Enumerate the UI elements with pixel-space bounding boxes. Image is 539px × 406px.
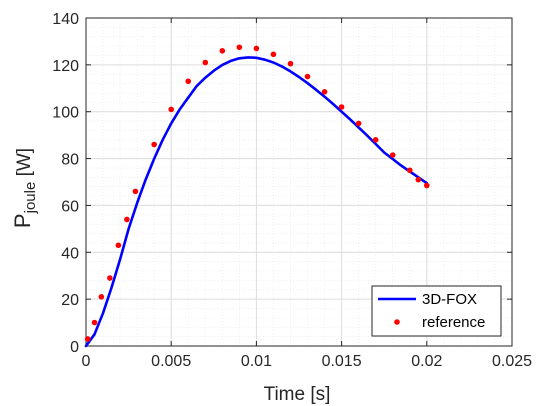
data-point-reference [115, 242, 122, 249]
x-tick-labels: 0 0.005 0.01 0.015 0.02 0.025 [82, 353, 533, 370]
y-tick-labels: 0 20 40 60 80 100 120 140 [52, 11, 79, 356]
data-point-reference [389, 152, 396, 158]
data-point-reference [287, 60, 294, 67]
y-axis-label-main: P [10, 213, 35, 228]
x-tick-label: 0 [82, 353, 91, 370]
data-point-reference [107, 275, 113, 281]
y-tick-label: 40 [61, 245, 79, 262]
data-point-reference [253, 45, 260, 52]
plot-frame [85, 17, 513, 347]
data-point-reference [424, 182, 430, 189]
legend-label-reference: reference [422, 314, 485, 331]
y-tick-label: 20 [61, 292, 79, 309]
data-point-reference [132, 188, 139, 195]
x-tick-label: 0.015 [322, 353, 362, 370]
series-layer [84, 44, 430, 348]
data-point-reference [168, 106, 174, 113]
data-point-reference [84, 336, 91, 342]
data-point-reference [202, 59, 209, 66]
data-point-reference [321, 89, 328, 95]
y-axis-label: Pjoule [W] [10, 148, 39, 228]
data-point-reference [98, 294, 105, 300]
axes [85, 17, 513, 347]
data-point-reference [124, 216, 130, 223]
y-axis-label-unit: [W] [14, 148, 35, 182]
y-axis-label-sub: joule [22, 182, 39, 215]
x-tick-label: 0.025 [492, 353, 532, 370]
y-tick-label: 100 [52, 105, 79, 122]
series-line-3d-fox [84, 56, 429, 348]
data-point-reference [270, 51, 277, 58]
legend: 3D-FOX reference [371, 285, 502, 337]
y-tick-label: 140 [52, 11, 79, 28]
legend-marker-swatch [394, 319, 400, 325]
data-point-reference [236, 44, 243, 51]
data-point-reference [151, 141, 157, 148]
data-point-reference [185, 78, 192, 85]
y-tick-label: 60 [61, 198, 79, 215]
legend-box [371, 285, 502, 337]
y-tick-label: 120 [52, 58, 79, 75]
x-tick-label: 0.01 [241, 353, 272, 370]
x-axis-label: Time [s] [264, 384, 331, 405]
data-point-reference [338, 104, 345, 110]
y-tick-label: 0 [70, 339, 79, 356]
legend-label-3d-fox: 3D-FOX [422, 291, 477, 308]
data-point-reference [372, 137, 379, 143]
y-tick-label: 80 [61, 152, 79, 169]
data-point-reference [406, 167, 413, 174]
x-tick-label: 0.005 [151, 353, 191, 370]
data-point-reference [304, 73, 311, 80]
data-point-reference [91, 319, 98, 326]
data-point-reference [355, 120, 362, 127]
x-tick-label: 0.02 [411, 353, 442, 370]
data-point-reference [219, 48, 226, 54]
data-point-reference [415, 176, 422, 183]
